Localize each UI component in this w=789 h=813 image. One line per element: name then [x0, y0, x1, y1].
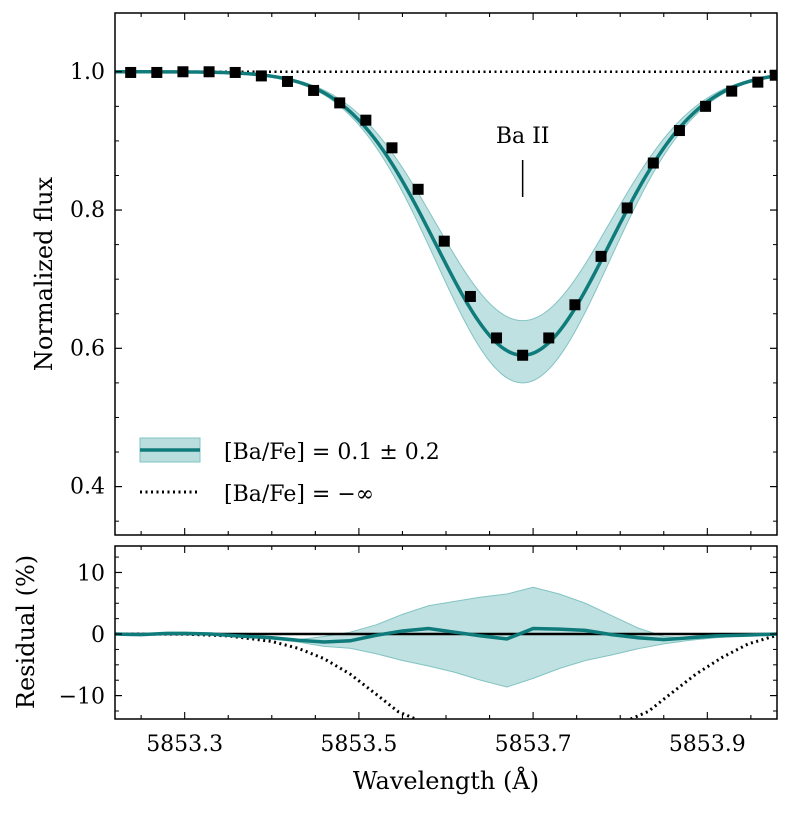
observed-points — [125, 66, 777, 361]
top-ticks — [115, 13, 777, 535]
top-y-axis-title: Normalized flux — [30, 176, 58, 371]
legend: [Ba/Fe] = 0.1 ± 0.2 [Ba/Fe] = −∞ — [139, 437, 440, 507]
top-y-tick-labels: 0.4 0.6 0.8 1.0 — [70, 60, 105, 500]
model-line — [115, 70, 777, 357]
legend-label-model: [Ba/Fe] = 0.1 ± 0.2 — [224, 440, 440, 465]
legend-label-continuum: [Ba/Fe] = −∞ — [224, 482, 374, 507]
x-tick-label: 5853.3 — [146, 732, 223, 757]
x-tick-label: 5853.7 — [495, 732, 572, 757]
observed-point — [752, 76, 764, 88]
y-tick-label: 0.6 — [70, 336, 105, 361]
observed-point — [438, 235, 450, 247]
observed-point — [491, 332, 503, 344]
observed-point — [769, 69, 777, 81]
annotation-label: Ba II — [496, 124, 550, 149]
top-panel: 0.4 0.6 0.8 1.0 Ba II [Ba/Fe] = 0.1 ± 0.2 [… — [30, 12, 778, 536]
x-tick-labels: 5853.3 5853.5 5853.7 5853.9 — [146, 732, 746, 757]
y-tick-label: 0 — [91, 623, 105, 648]
observed-point — [203, 66, 215, 78]
observed-point — [386, 142, 398, 154]
bottom-panel: −10 0 10 5853.3 5853.5 5853.7 5853.9 Residual… — [12, 545, 778, 795]
observed-point — [281, 75, 293, 87]
line-annotation: Ba II — [496, 124, 550, 197]
x-axis-title: Wavelength (Å) — [353, 766, 539, 795]
observed-point — [621, 202, 633, 214]
y-tick-label: 10 — [77, 561, 105, 586]
observed-point — [569, 299, 581, 311]
bottom-ticks — [115, 546, 777, 719]
x-tick-label: 5853.9 — [669, 732, 746, 757]
observed-point — [412, 183, 424, 195]
observed-point — [464, 290, 476, 302]
bottom-y-tick-labels: −10 0 10 — [59, 561, 105, 709]
bottom-y-axis-title: Residual (%) — [12, 555, 40, 709]
observed-point — [229, 66, 241, 78]
observed-point — [543, 332, 555, 344]
observed-point — [726, 85, 738, 97]
observed-point — [255, 70, 267, 82]
observed-point — [673, 125, 685, 137]
observed-point — [647, 157, 659, 169]
uncertainty-band — [115, 71, 777, 384]
observed-point — [334, 97, 346, 109]
observed-point — [517, 349, 529, 361]
x-tick-label: 5853.5 — [320, 732, 397, 757]
observed-point — [700, 100, 712, 112]
observed-point — [151, 66, 163, 78]
y-tick-label: −10 — [59, 685, 105, 710]
y-tick-label: 0.4 — [70, 475, 105, 500]
residual-line — [115, 626, 777, 644]
y-tick-label: 0.8 — [70, 198, 105, 223]
observed-point — [360, 114, 372, 126]
y-tick-label: 1.0 — [70, 60, 105, 85]
observed-point — [308, 84, 320, 96]
observed-point — [177, 66, 189, 78]
no-barium-residual-line — [115, 632, 777, 719]
observed-point — [125, 66, 137, 78]
observed-point — [595, 250, 607, 262]
